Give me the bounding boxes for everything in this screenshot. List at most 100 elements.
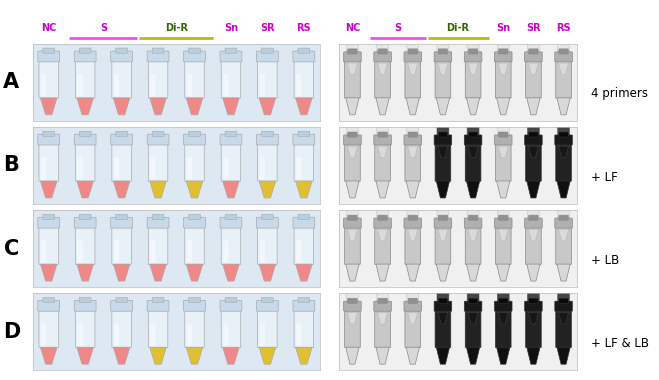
FancyBboxPatch shape (527, 200, 540, 207)
FancyBboxPatch shape (467, 117, 480, 124)
FancyBboxPatch shape (39, 310, 59, 348)
FancyBboxPatch shape (41, 240, 46, 263)
Polygon shape (406, 347, 419, 364)
FancyBboxPatch shape (293, 134, 315, 145)
FancyBboxPatch shape (348, 298, 357, 303)
FancyBboxPatch shape (77, 74, 83, 97)
FancyBboxPatch shape (498, 206, 509, 230)
FancyBboxPatch shape (221, 60, 241, 98)
Polygon shape (295, 98, 312, 115)
Polygon shape (223, 98, 239, 115)
Text: 4 primers: 4 primers (591, 87, 648, 100)
FancyBboxPatch shape (499, 132, 508, 137)
Polygon shape (378, 312, 387, 324)
FancyBboxPatch shape (437, 206, 449, 230)
FancyBboxPatch shape (148, 310, 168, 348)
FancyBboxPatch shape (77, 240, 83, 263)
FancyBboxPatch shape (436, 117, 449, 124)
FancyBboxPatch shape (376, 117, 389, 124)
FancyBboxPatch shape (294, 60, 314, 98)
FancyBboxPatch shape (555, 52, 573, 62)
FancyBboxPatch shape (188, 214, 200, 220)
FancyBboxPatch shape (221, 143, 241, 181)
FancyBboxPatch shape (223, 323, 229, 346)
FancyBboxPatch shape (293, 301, 315, 311)
FancyBboxPatch shape (498, 289, 509, 313)
FancyBboxPatch shape (434, 52, 451, 62)
FancyBboxPatch shape (465, 301, 482, 311)
FancyBboxPatch shape (258, 226, 277, 264)
Polygon shape (467, 98, 480, 115)
Polygon shape (259, 181, 275, 198)
Polygon shape (113, 98, 130, 115)
FancyBboxPatch shape (375, 143, 390, 181)
FancyBboxPatch shape (258, 143, 277, 181)
FancyBboxPatch shape (79, 48, 91, 53)
FancyBboxPatch shape (494, 301, 512, 311)
FancyBboxPatch shape (298, 214, 310, 220)
FancyBboxPatch shape (223, 157, 229, 179)
FancyBboxPatch shape (527, 40, 539, 63)
Text: A: A (3, 72, 20, 92)
Polygon shape (467, 347, 480, 364)
FancyBboxPatch shape (407, 289, 418, 313)
Polygon shape (346, 264, 359, 281)
FancyBboxPatch shape (408, 298, 417, 303)
Polygon shape (223, 181, 239, 198)
FancyBboxPatch shape (38, 301, 59, 311)
FancyBboxPatch shape (346, 117, 359, 124)
FancyBboxPatch shape (525, 218, 542, 228)
Polygon shape (498, 312, 508, 324)
Polygon shape (223, 347, 239, 364)
FancyBboxPatch shape (435, 60, 451, 98)
Polygon shape (347, 63, 357, 74)
FancyBboxPatch shape (345, 310, 360, 348)
FancyBboxPatch shape (557, 283, 570, 290)
FancyBboxPatch shape (184, 51, 206, 62)
FancyBboxPatch shape (39, 226, 59, 264)
FancyBboxPatch shape (375, 60, 390, 98)
FancyBboxPatch shape (75, 143, 95, 181)
FancyBboxPatch shape (43, 214, 55, 220)
FancyBboxPatch shape (467, 206, 479, 230)
FancyBboxPatch shape (75, 310, 95, 348)
Text: + LF & LB: + LF & LB (591, 337, 649, 350)
FancyBboxPatch shape (223, 240, 229, 263)
FancyBboxPatch shape (467, 123, 479, 146)
FancyBboxPatch shape (220, 217, 242, 228)
FancyBboxPatch shape (376, 200, 389, 207)
Polygon shape (438, 146, 448, 158)
FancyBboxPatch shape (74, 301, 96, 311)
FancyBboxPatch shape (260, 240, 265, 263)
FancyBboxPatch shape (465, 218, 482, 228)
FancyBboxPatch shape (494, 52, 512, 62)
FancyBboxPatch shape (346, 200, 359, 207)
Polygon shape (376, 347, 389, 364)
FancyBboxPatch shape (498, 40, 509, 63)
FancyBboxPatch shape (112, 226, 131, 264)
FancyBboxPatch shape (260, 74, 265, 97)
FancyBboxPatch shape (225, 48, 237, 53)
FancyBboxPatch shape (185, 143, 204, 181)
FancyBboxPatch shape (378, 132, 387, 137)
FancyBboxPatch shape (225, 298, 237, 302)
FancyBboxPatch shape (499, 298, 508, 303)
FancyBboxPatch shape (79, 131, 91, 136)
FancyBboxPatch shape (529, 298, 538, 303)
FancyBboxPatch shape (225, 214, 237, 220)
FancyBboxPatch shape (111, 217, 132, 228)
FancyBboxPatch shape (527, 283, 540, 290)
FancyBboxPatch shape (223, 74, 229, 97)
Polygon shape (497, 181, 510, 198)
FancyBboxPatch shape (186, 323, 192, 346)
Polygon shape (408, 63, 418, 74)
Text: C: C (4, 239, 19, 259)
Polygon shape (438, 63, 448, 74)
FancyBboxPatch shape (434, 135, 451, 145)
Polygon shape (150, 264, 166, 281)
Polygon shape (557, 347, 570, 364)
FancyBboxPatch shape (79, 214, 91, 220)
FancyBboxPatch shape (378, 215, 387, 220)
Polygon shape (347, 312, 357, 324)
Polygon shape (527, 98, 540, 115)
